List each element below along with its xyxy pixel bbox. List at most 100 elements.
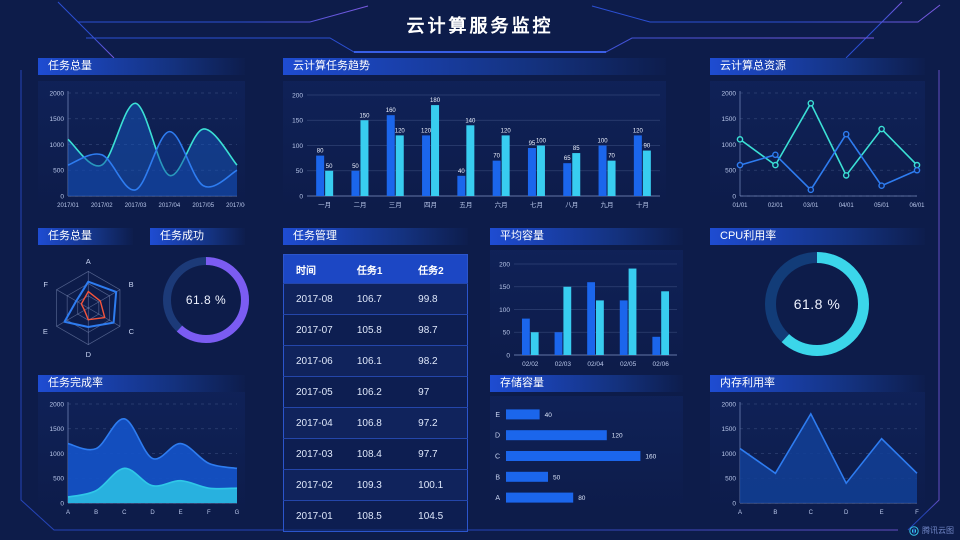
tasks-total-chart: 0 500 1000 1500 2000 2017/01 2017/02 2017/03 201… (38, 81, 249, 211)
svg-text:80: 80 (317, 149, 324, 155)
svg-text:1500: 1500 (722, 116, 737, 123)
task-success-donut: 61.8 % (162, 256, 250, 344)
task_success-svg (163, 257, 249, 343)
table-header-cell: 任务1 (344, 254, 407, 284)
svg-text:五月: 五月 (459, 201, 472, 209)
svg-text:F: F (207, 510, 211, 516)
svg-text:180: 180 (430, 98, 441, 104)
svg-text:500: 500 (725, 168, 736, 175)
table-header-row: 时间 任务1 任务2 (283, 254, 468, 284)
svg-text:120: 120 (395, 128, 406, 134)
svg-text:50: 50 (352, 164, 359, 170)
cloud_trend-svg: 0 50 100 150 200 一月 二月 三月 四月 五月 六月 七月 八月 九月 十月 80 50 160 1… (292, 92, 660, 209)
task-success-value: 61.8 % (185, 293, 227, 307)
table-cell: 2017-05 (283, 376, 345, 408)
cloud_resources-svg: 0 500 1000 1500 2000 01/01 02/01 03/01 04/01 05/0… (722, 90, 926, 209)
svg-text:100: 100 (536, 139, 547, 145)
watermark-label: 腾讯云图 (922, 526, 954, 535)
avg_capacity-svg: 0 50 100 150 200 02/02 02/03 02/04 02/05 02/06 (499, 261, 677, 368)
svg-text:九月: 九月 (601, 200, 614, 209)
table-cell: 2017-07 (283, 314, 345, 346)
svg-text:120: 120 (421, 128, 432, 134)
svg-text:500: 500 (53, 476, 64, 483)
table-cell: 2017-02 (283, 469, 345, 501)
avg-capacity-chart: 0 50 100 150 200 02/02 02/03 02/04 02/05 02/06 (490, 250, 683, 370)
table-header-cell: 时间 (283, 254, 345, 284)
table-cell: 108.5 (344, 500, 407, 532)
svg-text:2017/05: 2017/05 (192, 203, 214, 209)
table-cell: 2017-08 (283, 283, 345, 315)
panel-title-tasks-radar: 任务总量 (38, 228, 133, 245)
table-row: 2017-04 106.8 97.2 (283, 407, 468, 439)
table-cell: 108.4 (344, 438, 407, 470)
panel-title-task-table: 任务管理 (283, 228, 468, 245)
tasks_radar-svg: A B C D E F (43, 257, 135, 359)
svg-text:100: 100 (292, 143, 303, 150)
table-row: 2017-06 106.1 98.2 (283, 345, 468, 377)
table-cell: 2017-03 (283, 438, 345, 470)
panel-title-task-completion: 任务完成率 (38, 375, 245, 392)
svg-text:2000: 2000 (722, 401, 737, 408)
svg-text:三月: 三月 (389, 201, 402, 209)
table-cell: 106.1 (344, 345, 407, 377)
svg-text:1000: 1000 (722, 451, 737, 458)
svg-text:02/02: 02/02 (522, 361, 539, 368)
task_completion-svg: 0 500 1000 1500 2000 A B C D E F G (50, 401, 240, 516)
cpu-usage-value: 61.8 % (793, 296, 841, 312)
cloud-trend-chart: 0 50 100 150 200 一月 二月 三月 四月 五月 六月 七月 八月 九月 十月 80 50 160 1… (283, 81, 666, 211)
table-row: 2017-05 106.2 97 (283, 376, 468, 408)
svg-text:B: B (94, 510, 98, 516)
table-cell: 97.7 (406, 438, 468, 470)
svg-text:A: A (66, 510, 70, 516)
svg-text:03/01: 03/01 (803, 203, 819, 209)
svg-text:0: 0 (732, 193, 736, 200)
storage-chart: E 40 D 120 C 160 B 50 A 80 (490, 396, 683, 514)
svg-text:50: 50 (296, 168, 304, 175)
svg-text:2000: 2000 (722, 90, 737, 97)
svg-text:04/01: 04/01 (839, 203, 855, 209)
svg-text:F: F (915, 510, 919, 516)
panel-title-memory: 内存利用率 (710, 375, 925, 392)
svg-text:02/05: 02/05 (620, 361, 637, 368)
page-title: 云计算服务监控 (406, 16, 554, 36)
svg-text:50: 50 (553, 474, 561, 481)
panel-title-cloud-resources: 云计算总资源 (710, 58, 925, 75)
svg-text:二月: 二月 (353, 201, 366, 209)
table-cell: 104.5 (406, 500, 468, 532)
memory-svg: 0 500 1000 1500 2000 A B C D E F (722, 401, 920, 516)
svg-text:150: 150 (292, 118, 303, 125)
tasks_total-svg: 0 500 1000 1500 2000 2017/01 2017/02 2017/03 201… (50, 90, 249, 209)
svg-text:85: 85 (573, 146, 580, 152)
task-table: 时间 任务1 任务2 2017-08 106.7 99.8 2017-07 105.8 98.7… (283, 254, 468, 532)
tasks-radar-chart: A B C D E F (34, 246, 152, 370)
svg-text:40: 40 (458, 169, 465, 175)
svg-text:G: G (235, 510, 240, 516)
svg-text:E: E (43, 327, 48, 336)
svg-text:500: 500 (725, 476, 736, 483)
svg-text:1500: 1500 (722, 426, 737, 433)
svg-text:200: 200 (499, 261, 510, 268)
svg-text:0: 0 (732, 500, 736, 507)
svg-text:50: 50 (503, 330, 511, 337)
svg-text:D: D (844, 510, 849, 516)
svg-text:65: 65 (564, 156, 571, 162)
task-table-grid: 时间 任务1 任务2 2017-08 106.7 99.8 2017-07 105.8 98.7… (283, 254, 468, 532)
table-cell: 98.2 (406, 345, 468, 377)
svg-text:2017/04: 2017/04 (159, 203, 181, 209)
table-row: 2017-01 108.5 104.5 (283, 500, 468, 532)
svg-text:八月: 八月 (565, 201, 578, 209)
svg-text:2017/01: 2017/01 (57, 203, 79, 209)
svg-text:A: A (86, 257, 91, 266)
panel-title-task-success: 任务成功 (150, 228, 245, 245)
table-cell: 106.2 (344, 376, 407, 408)
table-cell: 106.8 (344, 407, 407, 439)
storage-svg: E 40 D 120 C 160 B 50 A 80 (495, 409, 657, 503)
svg-text:A: A (495, 495, 500, 502)
table-cell: 97.2 (406, 407, 468, 439)
svg-text:六月: 六月 (495, 200, 508, 209)
svg-text:1000: 1000 (722, 142, 737, 149)
svg-text:E: E (880, 510, 884, 516)
svg-text:1500: 1500 (50, 116, 65, 123)
svg-text:2000: 2000 (50, 401, 65, 408)
